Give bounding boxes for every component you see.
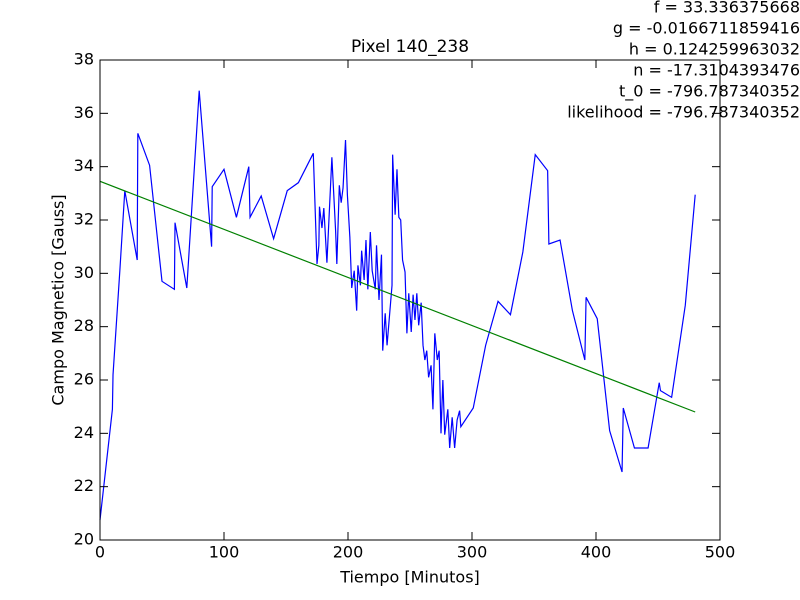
x-axis-label: Tiempo [Minutos]	[339, 568, 480, 587]
y-tick-label: 38	[74, 50, 94, 69]
chart-title: Pixel 140_238	[351, 37, 469, 57]
plot-frame	[99, 59, 721, 541]
y-tick-label: 34	[74, 156, 94, 175]
y-tick-label: 32	[74, 210, 94, 229]
annotation: h = 0.124259963032	[629, 40, 800, 59]
y-tick-label: 26	[74, 370, 94, 389]
x-tick-label: 500	[705, 543, 736, 562]
annotation: n = -17.3104393476	[633, 61, 800, 80]
y-tick-label: 30	[74, 263, 94, 282]
y-tick-label: 36	[74, 103, 94, 122]
annotation: likelihood = -796.787340352	[567, 103, 800, 122]
x-tick-label: 300	[457, 543, 488, 562]
x-tick-label: 400	[581, 543, 612, 562]
y-tick-label: 24	[74, 423, 94, 442]
y-axis-label: Campo Magnetico [Gauss]	[49, 194, 68, 405]
x-tick-label: 200	[333, 543, 364, 562]
x-tick-label: 0	[95, 543, 105, 562]
data-line	[99, 90, 696, 521]
y-tick-label: 28	[74, 316, 94, 335]
y-tick-label: 22	[74, 476, 94, 495]
annotation: f = 33.336375668	[654, 0, 800, 17]
data-line	[99, 180, 696, 413]
y-tick-label: 20	[74, 530, 94, 549]
annotation: t_0 = -796.787340352	[619, 82, 800, 102]
annotation: g = -0.0166711859416	[613, 19, 800, 38]
x-tick-label: 100	[209, 543, 240, 562]
